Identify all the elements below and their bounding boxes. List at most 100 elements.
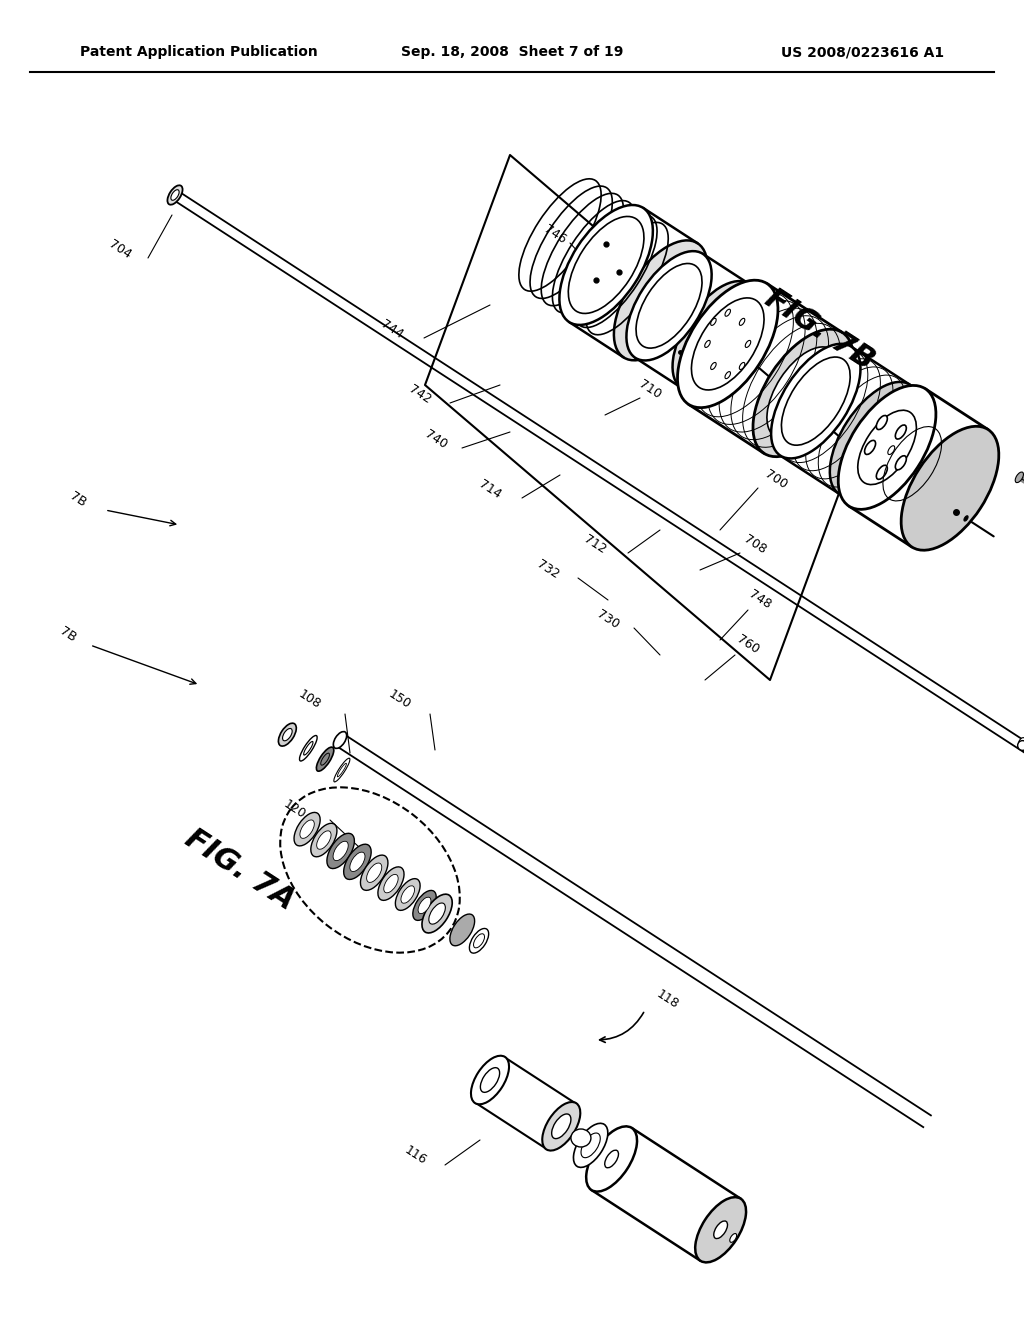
Ellipse shape <box>422 894 453 933</box>
Ellipse shape <box>725 309 730 317</box>
Text: 7B: 7B <box>68 490 88 510</box>
Ellipse shape <box>571 1129 591 1147</box>
Ellipse shape <box>552 1114 571 1139</box>
Ellipse shape <box>711 318 716 326</box>
Ellipse shape <box>739 318 744 326</box>
Ellipse shape <box>384 874 398 892</box>
Text: 712: 712 <box>582 533 608 557</box>
Text: 704: 704 <box>106 238 133 261</box>
Ellipse shape <box>469 928 488 953</box>
Ellipse shape <box>636 264 702 348</box>
Text: 760: 760 <box>734 634 762 657</box>
Ellipse shape <box>753 329 853 457</box>
Text: 742: 742 <box>407 383 433 407</box>
Ellipse shape <box>581 1133 600 1158</box>
Ellipse shape <box>350 853 365 871</box>
Text: FIG. 7A: FIG. 7A <box>180 824 300 916</box>
Ellipse shape <box>300 820 314 838</box>
Text: 708: 708 <box>741 533 769 557</box>
Ellipse shape <box>299 735 317 762</box>
Ellipse shape <box>627 251 712 360</box>
Ellipse shape <box>378 867 404 900</box>
Ellipse shape <box>316 747 334 771</box>
Text: 700: 700 <box>763 469 790 492</box>
Text: 150: 150 <box>386 688 414 711</box>
Ellipse shape <box>360 855 388 891</box>
Ellipse shape <box>568 216 644 313</box>
Text: 746: 746 <box>542 223 568 247</box>
Ellipse shape <box>311 824 337 857</box>
Ellipse shape <box>316 830 331 849</box>
Text: 730: 730 <box>595 609 622 632</box>
Ellipse shape <box>334 758 350 781</box>
Ellipse shape <box>294 812 321 846</box>
Ellipse shape <box>559 205 653 325</box>
Ellipse shape <box>781 356 850 445</box>
Ellipse shape <box>471 1056 509 1105</box>
Ellipse shape <box>725 372 730 379</box>
Ellipse shape <box>614 240 708 360</box>
Ellipse shape <box>730 1233 736 1242</box>
Text: FIG. 7B: FIG. 7B <box>760 284 880 376</box>
Ellipse shape <box>450 913 475 946</box>
Ellipse shape <box>334 731 347 748</box>
Ellipse shape <box>1015 473 1023 483</box>
Ellipse shape <box>344 845 371 879</box>
Ellipse shape <box>895 455 906 470</box>
Text: 118: 118 <box>654 989 682 1012</box>
Ellipse shape <box>327 833 354 869</box>
Ellipse shape <box>1019 738 1024 746</box>
Text: Sep. 18, 2008  Sheet 7 of 19: Sep. 18, 2008 Sheet 7 of 19 <box>400 45 624 59</box>
Text: 740: 740 <box>423 428 450 451</box>
Ellipse shape <box>839 385 936 510</box>
Text: 748: 748 <box>746 587 773 612</box>
Ellipse shape <box>480 1068 500 1093</box>
Ellipse shape <box>705 341 711 347</box>
Ellipse shape <box>605 1150 618 1168</box>
Ellipse shape <box>767 347 840 440</box>
Ellipse shape <box>586 1126 637 1192</box>
Ellipse shape <box>739 363 744 370</box>
Ellipse shape <box>901 426 998 550</box>
Ellipse shape <box>279 723 296 746</box>
Ellipse shape <box>168 185 182 205</box>
Text: 116: 116 <box>401 1143 428 1167</box>
Ellipse shape <box>673 281 758 391</box>
Ellipse shape <box>711 363 716 370</box>
Ellipse shape <box>573 1123 608 1167</box>
Text: 120: 120 <box>282 799 308 822</box>
Text: 714: 714 <box>476 478 504 502</box>
Ellipse shape <box>864 441 876 454</box>
Ellipse shape <box>333 841 348 861</box>
Ellipse shape <box>367 863 382 883</box>
Ellipse shape <box>418 898 431 913</box>
Ellipse shape <box>964 516 968 521</box>
Text: 710: 710 <box>637 378 664 403</box>
Ellipse shape <box>413 891 436 920</box>
Ellipse shape <box>395 879 420 911</box>
Ellipse shape <box>714 1221 727 1238</box>
Ellipse shape <box>543 1102 581 1151</box>
Text: Patent Application Publication: Patent Application Publication <box>80 45 317 59</box>
Ellipse shape <box>745 341 751 347</box>
Ellipse shape <box>171 190 179 201</box>
Ellipse shape <box>473 933 484 948</box>
Ellipse shape <box>337 763 346 776</box>
Ellipse shape <box>304 742 313 755</box>
Ellipse shape <box>678 280 778 408</box>
Ellipse shape <box>695 1197 746 1262</box>
Ellipse shape <box>895 425 906 440</box>
Ellipse shape <box>829 381 920 496</box>
Ellipse shape <box>283 729 292 741</box>
Ellipse shape <box>888 446 895 454</box>
Ellipse shape <box>877 465 888 479</box>
Text: US 2008/0223616 A1: US 2008/0223616 A1 <box>781 45 944 59</box>
Ellipse shape <box>429 903 445 924</box>
Ellipse shape <box>401 886 415 903</box>
Text: 108: 108 <box>297 688 324 711</box>
Ellipse shape <box>877 416 888 429</box>
Text: 7B: 7B <box>57 626 79 645</box>
Text: 732: 732 <box>535 558 561 582</box>
Ellipse shape <box>858 411 916 484</box>
Text: 744: 744 <box>379 318 406 342</box>
